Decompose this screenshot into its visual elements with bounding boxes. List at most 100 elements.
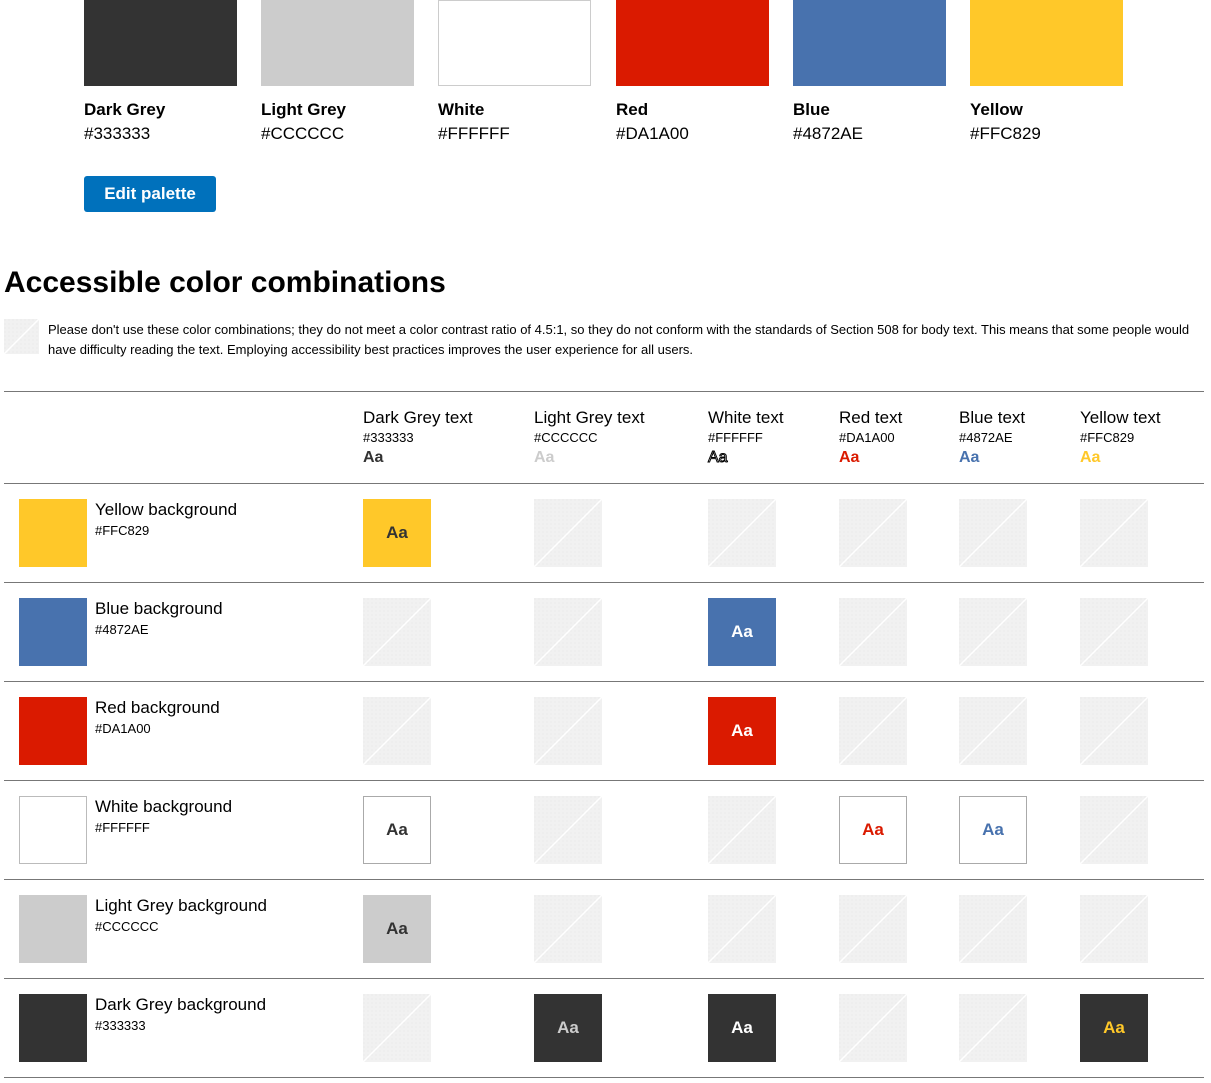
palette-swatch-blue: Blue #4872AE — [793, 0, 946, 143]
row-divider — [4, 780, 1204, 781]
not-accessible-cell-icon — [1080, 598, 1148, 666]
combo-sample-dark-grey-background-light-grey-text: Aa — [534, 994, 602, 1062]
column-name: Yellow text — [1080, 408, 1161, 427]
column-name: Red text — [839, 408, 903, 427]
row-name: Light Grey background — [95, 896, 267, 915]
not-accessible-cell-icon — [534, 796, 602, 864]
row-hex: #CCCCCC — [95, 919, 159, 934]
table-top-divider — [4, 391, 1204, 392]
combo-sample-white-background-blue-text: Aa — [959, 796, 1027, 864]
column-header-light-grey-text: Light Grey text #CCCCCC Aa — [534, 408, 645, 468]
swatch-hex: #FFC829 — [970, 124, 1041, 143]
row-name: Red background — [95, 698, 220, 717]
column-sample: Aa — [708, 449, 729, 467]
section-title: Accessible color combinations — [4, 266, 446, 299]
combo-sample-dark-grey-background-yellow-text: Aa — [1080, 994, 1148, 1062]
not-accessible-cell-icon — [959, 895, 1027, 963]
swatch-hex: #CCCCCC — [261, 124, 345, 143]
not-accessible-cell-icon — [534, 895, 602, 963]
swatch-name: Dark Grey — [84, 100, 166, 119]
not-accessible-cell-icon — [959, 697, 1027, 765]
row-name: Dark Grey background — [95, 995, 267, 1014]
not-accessible-cell-icon — [534, 697, 602, 765]
column-name: Dark Grey text — [363, 408, 473, 427]
not-accessible-cell-icon — [1080, 697, 1148, 765]
row-swatch-blue-background — [19, 598, 87, 666]
table-header-divider — [4, 483, 1204, 484]
swatch-name: Yellow — [970, 100, 1023, 119]
swatch-name: Red — [616, 100, 649, 119]
row-hex: #FFC829 — [95, 523, 150, 538]
row-swatch-dark-grey-background — [19, 994, 87, 1062]
combo-sample-yellow-background-dark-grey-text: Aa — [363, 499, 431, 567]
combo-sample-red-background-white-text: Aa — [708, 697, 776, 765]
row-hex: #4872AE — [95, 622, 149, 637]
not-accessible-cell-icon — [839, 994, 907, 1062]
column-header-red-text: Red text #DA1A00 Aa — [839, 408, 902, 468]
not-accessible-cell-icon — [839, 895, 907, 963]
palette-swatch-dark-grey: Dark Grey #333333 — [84, 0, 237, 143]
row-divider — [4, 879, 1204, 880]
not-accessible-cell-icon — [363, 994, 431, 1062]
combo-sample-blue-background-white-text: Aa — [708, 598, 776, 666]
combo-sample-light-grey-background-dark-grey-text: Aa — [363, 895, 431, 963]
column-name: White text — [708, 408, 784, 427]
column-header-yellow-text: Yellow text #FFC829 Aa — [1080, 408, 1161, 468]
column-name: Blue text — [959, 408, 1026, 427]
column-hex: #4872AE — [959, 430, 1013, 445]
swatch-color — [84, 0, 237, 86]
palette-swatch-light-grey: Light Grey #CCCCCC — [261, 0, 414, 143]
palette-swatch-red: Red #DA1A00 — [616, 0, 769, 143]
row-swatch-light-grey-background — [19, 895, 87, 963]
swatch-color — [261, 0, 414, 86]
not-accessible-cell-icon — [363, 598, 431, 666]
row-divider — [4, 978, 1204, 979]
column-name: Light Grey text — [534, 408, 645, 427]
swatch-name: Blue — [793, 100, 830, 119]
not-accessible-cell-icon — [708, 895, 776, 963]
not-accessible-cell-icon — [1080, 499, 1148, 567]
row-divider — [4, 582, 1204, 583]
row-swatch-yellow-background — [19, 499, 87, 567]
not-accessible-cell-icon — [959, 598, 1027, 666]
legend-description: Please don't use these color combination… — [48, 322, 1190, 357]
combo-sample-dark-grey-background-white-text: Aa — [708, 994, 776, 1062]
swatch-color — [616, 0, 769, 86]
column-hex: #FFFFFF — [708, 430, 763, 445]
color-palette: Dark Grey #333333 Light Grey #CCCCCC White #F… — [84, 0, 1144, 150]
combo-sample-white-background-dark-grey-text: Aa — [363, 796, 431, 864]
swatch-color — [438, 0, 591, 86]
swatch-hex: #4872AE — [793, 124, 863, 143]
column-sample: Aa — [1080, 449, 1101, 466]
edit-palette-button[interactable]: Edit palette — [84, 176, 216, 212]
swatch-hex: #FFFFFF — [438, 124, 510, 143]
row-hex: #DA1A00 — [95, 721, 151, 736]
row-swatch-red-background — [19, 697, 87, 765]
not-accessible-cell-icon — [959, 499, 1027, 567]
not-accessible-cell-icon — [959, 994, 1027, 1062]
not-accessible-cell-icon — [708, 499, 776, 567]
column-header-dark-grey-text: Dark Grey text #333333 Aa — [363, 408, 473, 468]
not-accessible-cell-icon — [1080, 796, 1148, 864]
row-divider — [4, 1077, 1204, 1078]
swatch-name: Light Grey — [261, 100, 347, 119]
not-accessible-cell-icon — [534, 598, 602, 666]
column-sample: Aa — [534, 449, 555, 466]
column-header-white-text: White text #FFFFFF Aa — [708, 408, 784, 468]
row-hex: #333333 — [95, 1018, 146, 1033]
column-hex: #333333 — [363, 430, 414, 445]
palette-swatch-yellow: Yellow #FFC829 — [970, 0, 1123, 143]
row-name: Yellow background — [95, 500, 238, 519]
column-sample: Aa — [363, 449, 384, 466]
column-sample: Aa — [959, 449, 980, 466]
row-name: Blue background — [95, 599, 223, 618]
swatch-color — [970, 0, 1123, 86]
not-accessible-pattern-icon — [4, 319, 39, 354]
column-hex: #CCCCCC — [534, 430, 598, 445]
not-accessible-cell-icon — [708, 796, 776, 864]
row-hex: #FFFFFF — [95, 820, 150, 835]
column-hex: #FFC829 — [1080, 430, 1135, 445]
swatch-hex: #DA1A00 — [616, 124, 689, 143]
not-accessible-cell-icon — [363, 697, 431, 765]
not-accessible-cell-icon — [839, 499, 907, 567]
